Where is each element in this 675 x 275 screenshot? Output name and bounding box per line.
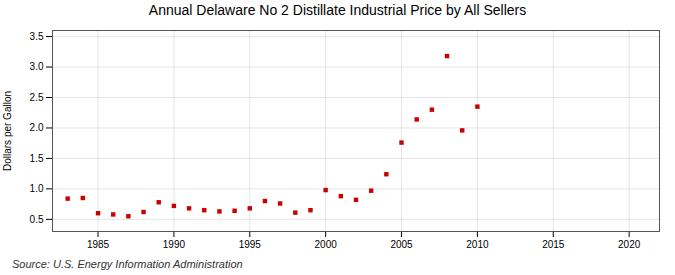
svg-text:2010: 2010 (466, 239, 489, 250)
svg-text:2015: 2015 (542, 239, 565, 250)
html-text:Annual Delaware No 2 Distillat: Annual Delaware No 2 Distillate Industri… (148, 2, 527, 18)
html-text:Source: U.S. Energy Informatio: Source: U.S. Energy Information Administ… (12, 258, 243, 270)
svg-text:1995: 1995 (239, 239, 262, 250)
svg-text:2.5: 2.5 (30, 92, 44, 103)
svg-text:1.5: 1.5 (30, 153, 44, 164)
svg-text:1990: 1990 (163, 239, 186, 250)
svg-text:3.0: 3.0 (30, 61, 44, 72)
svg-text:Dollars per Gallon: Dollars per Gallon (2, 91, 13, 171)
svg-text:1985: 1985 (87, 239, 110, 250)
svg-text:3.5: 3.5 (30, 31, 44, 42)
svg-text:2005: 2005 (390, 239, 413, 250)
svg-text:2020: 2020 (618, 239, 641, 250)
svg-text:2.0: 2.0 (30, 122, 44, 133)
svg-text:0.5: 0.5 (30, 214, 44, 225)
svg-text:2000: 2000 (315, 239, 338, 250)
svg-text:1.0: 1.0 (30, 183, 44, 194)
